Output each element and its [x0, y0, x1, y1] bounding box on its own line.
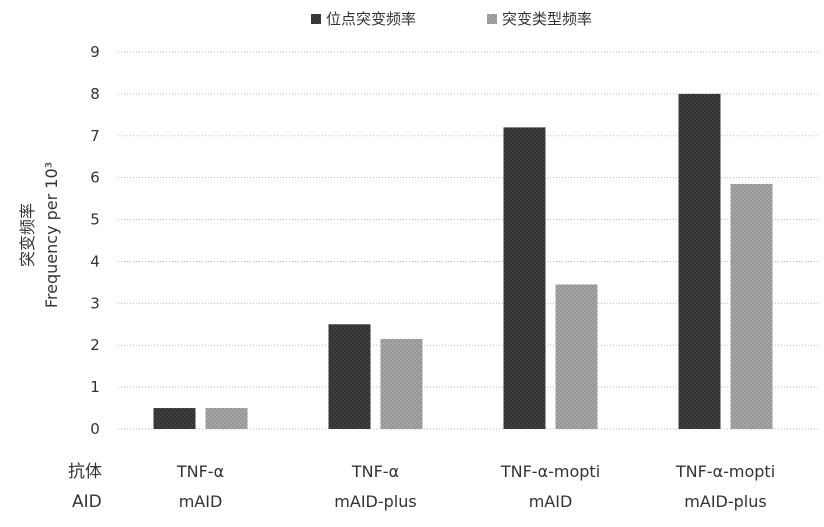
legend: 位点突变频率 突变类型频率 — [311, 10, 592, 28]
y-tick-label: 1 — [90, 378, 100, 396]
legend-swatch-series-1 — [311, 14, 321, 24]
y-tick-label: 4 — [90, 252, 100, 270]
y-tick-label: 7 — [90, 127, 100, 145]
y-tick-label: 8 — [90, 85, 100, 103]
x-category-label-line-1: TNF-α — [176, 462, 224, 481]
x-axis-categories: TNF-α mAID TNF-α mAID-plus TNF-α-mopti mAID TN… — [176, 462, 775, 511]
x-category-label-line-1: TNF-α — [351, 462, 399, 481]
y-axis-title-line-2: Frequency per 10³ — [42, 162, 61, 308]
y-tick-label: 3 — [90, 294, 100, 312]
x-category-label-line-2: mAID-plus — [334, 492, 416, 511]
bar-series-2-3 — [555, 284, 598, 429]
x-category-label-line-2: mAID — [179, 492, 223, 511]
y-axis-ticks: 0 1 2 3 4 5 6 7 8 9 — [90, 43, 100, 438]
bar-series-2-1 — [205, 408, 248, 429]
y-tick-label: 9 — [90, 43, 100, 61]
legend-swatch-series-2 — [487, 14, 497, 24]
bars — [153, 93, 773, 430]
bar-series-2-4 — [730, 183, 773, 429]
y-tick-label: 5 — [90, 211, 100, 229]
y-tick-label: 6 — [90, 169, 100, 187]
x-category-label-line-2: mAID — [529, 492, 573, 511]
row-label-aid: AID — [72, 492, 102, 512]
bar-series-1-1 — [153, 408, 196, 429]
y-axis-title-line-1: 突变频率 — [18, 203, 37, 267]
legend-label-series-2: 突变类型频率 — [502, 10, 592, 28]
y-tick-label: 0 — [90, 420, 100, 438]
bar-series-1-3 — [503, 127, 546, 430]
bar-series-1-2 — [328, 324, 371, 429]
y-tick-label: 2 — [90, 336, 100, 354]
y-axis-title: 突变频率 Frequency per 10³ — [18, 162, 61, 308]
x-category-label-line-1: TNF-α-mopti — [500, 462, 600, 481]
bar-series-2-2 — [380, 338, 423, 429]
row-label-antibody: 抗体 — [68, 462, 102, 482]
x-category-label-line-1: TNF-α-mopti — [675, 462, 775, 481]
x-category-label-line-2: mAID-plus — [684, 492, 766, 511]
bar-series-1-4 — [678, 93, 721, 429]
legend-label-series-1: 位点突变频率 — [326, 10, 416, 28]
